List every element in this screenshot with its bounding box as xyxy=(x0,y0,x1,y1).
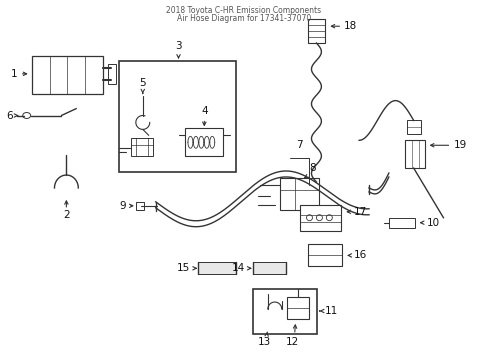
Text: 2018 Toyota C-HR Emission Components: 2018 Toyota C-HR Emission Components xyxy=(166,6,321,15)
Text: Air Hose Diagram for 17341-37070: Air Hose Diagram for 17341-37070 xyxy=(177,14,310,23)
Bar xyxy=(286,297,308,319)
Bar xyxy=(388,218,414,228)
Bar xyxy=(131,138,152,156)
Text: 11: 11 xyxy=(324,306,337,316)
Text: 17: 17 xyxy=(353,207,366,217)
Bar xyxy=(404,140,424,168)
Text: 19: 19 xyxy=(452,140,466,150)
Bar xyxy=(119,61,236,172)
Text: 2: 2 xyxy=(63,210,70,220)
Text: 12: 12 xyxy=(285,337,299,347)
Text: 10: 10 xyxy=(426,218,439,228)
Bar xyxy=(198,262,236,274)
Text: 8: 8 xyxy=(309,163,315,173)
Bar xyxy=(252,262,285,274)
Text: 16: 16 xyxy=(353,251,366,260)
Bar xyxy=(299,205,341,231)
Bar xyxy=(406,121,420,134)
Text: 4: 4 xyxy=(201,105,207,116)
Bar xyxy=(136,202,143,210)
Bar xyxy=(307,19,325,43)
Bar xyxy=(185,129,223,156)
Text: 14: 14 xyxy=(231,263,244,273)
Text: 3: 3 xyxy=(175,41,182,51)
Text: 7: 7 xyxy=(296,140,302,150)
Text: 6: 6 xyxy=(6,111,13,121)
Text: 5: 5 xyxy=(139,78,146,88)
Text: 1: 1 xyxy=(10,69,17,79)
Text: 18: 18 xyxy=(344,21,357,31)
Bar xyxy=(252,289,317,334)
Bar xyxy=(108,64,116,84)
Text: 13: 13 xyxy=(258,337,271,347)
Bar xyxy=(32,56,103,94)
Bar xyxy=(307,244,342,266)
Bar xyxy=(279,178,319,210)
Text: 15: 15 xyxy=(177,263,190,273)
Text: 9: 9 xyxy=(119,201,126,211)
Ellipse shape xyxy=(22,113,31,118)
